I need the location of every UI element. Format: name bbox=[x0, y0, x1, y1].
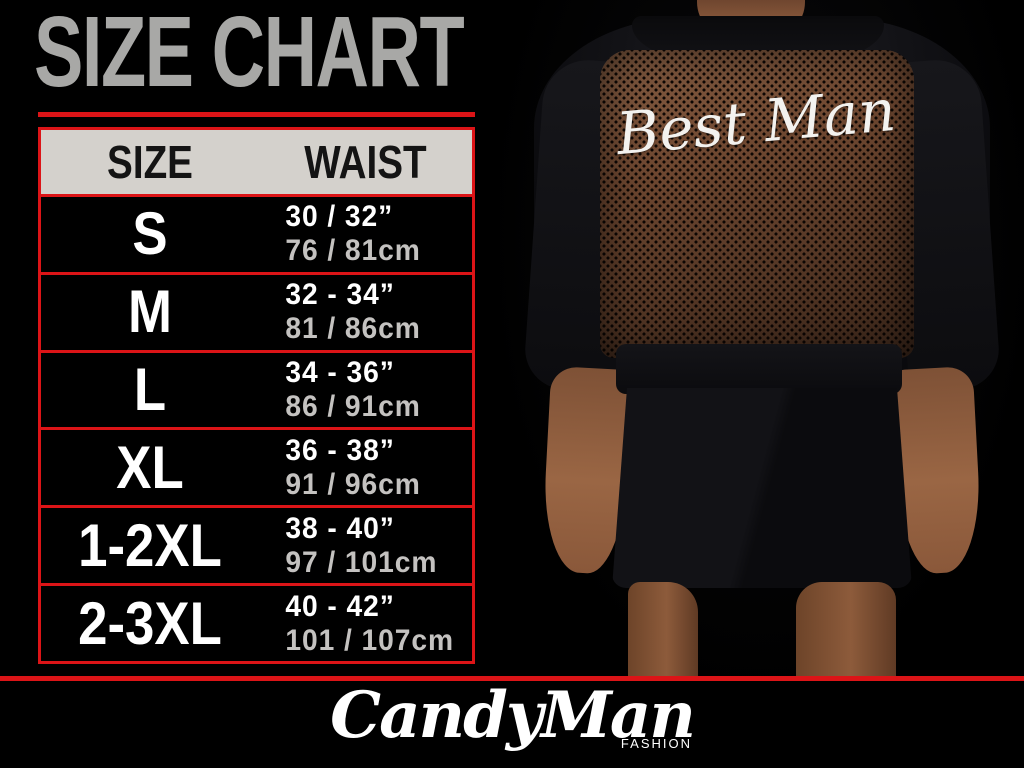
waist-cell: 40 - 42” 101 / 107cm bbox=[259, 590, 459, 658]
waist-cm: 101 / 107cm bbox=[285, 623, 455, 657]
header-waist-label: WAIST bbox=[304, 136, 427, 188]
waist-inches: 36 - 38” bbox=[285, 433, 395, 467]
waist-cm: 81 / 86cm bbox=[285, 312, 421, 346]
table-row: 1-2XL 38 - 40” 97 / 101cm bbox=[41, 508, 472, 587]
waist-cell: 32 - 34” 81 / 86cm bbox=[259, 278, 459, 346]
size-cell: XL bbox=[116, 433, 184, 501]
size-cell: S bbox=[132, 200, 168, 268]
waist-cell: 36 - 38” 91 / 96cm bbox=[259, 434, 459, 502]
waist-inches: 38 - 40” bbox=[285, 511, 395, 545]
model-leg-left bbox=[628, 582, 698, 676]
waist-cell: 34 - 36” 86 / 91cm bbox=[259, 356, 459, 424]
waist-cell: 38 - 40” 97 / 101cm bbox=[259, 512, 459, 580]
brand-name: CandyMan bbox=[330, 678, 696, 753]
robe-skirt bbox=[612, 388, 912, 588]
waist-cm: 76 / 81cm bbox=[285, 234, 421, 268]
waist-inches: 32 - 34” bbox=[285, 278, 395, 312]
model-photo: Best Man bbox=[500, 0, 1024, 676]
mesh-back-panel bbox=[600, 50, 914, 358]
waist-inches: 34 - 36” bbox=[285, 356, 395, 390]
table-row: M 32 - 34” 81 / 86cm bbox=[41, 274, 472, 353]
size-cell: 1-2XL bbox=[78, 511, 222, 579]
size-cell: 2-3XL bbox=[78, 589, 222, 657]
waist-cm: 97 / 101cm bbox=[285, 545, 438, 579]
waist-cm: 86 / 91cm bbox=[285, 390, 421, 424]
table-row: S 30 / 32” 76 / 81cm bbox=[41, 197, 472, 275]
title-underline bbox=[38, 112, 475, 117]
waist-cm: 91 / 96cm bbox=[285, 467, 421, 501]
waist-inches: 40 - 42” bbox=[285, 589, 395, 623]
table-header-row: SIZE WAIST bbox=[41, 130, 472, 197]
table-row: L 34 - 36” 86 / 91cm bbox=[41, 352, 472, 431]
waist-cell: 30 / 32” 76 / 81cm bbox=[259, 200, 459, 268]
size-chart-table: SIZE WAIST S 30 / 32” 76 / 81cm M 32 - 3… bbox=[38, 127, 475, 664]
header-size-label: SIZE bbox=[107, 136, 193, 188]
brand-tagline: FASHION bbox=[620, 736, 692, 751]
size-cell: L bbox=[133, 356, 167, 424]
divider-line bbox=[0, 676, 1024, 681]
table-row: XL 36 - 38” 91 / 96cm bbox=[41, 430, 472, 509]
table-row: 2-3XL 40 - 42” 101 / 107cm bbox=[41, 586, 472, 661]
model-leg-right bbox=[796, 582, 896, 676]
page-title: SIZE CHART bbox=[34, 0, 465, 108]
brand-logo: CandyMan FASHION bbox=[0, 678, 1024, 753]
robe-belt bbox=[616, 344, 902, 394]
size-cell: M bbox=[128, 278, 172, 346]
waist-inches: 30 / 32” bbox=[285, 200, 394, 234]
